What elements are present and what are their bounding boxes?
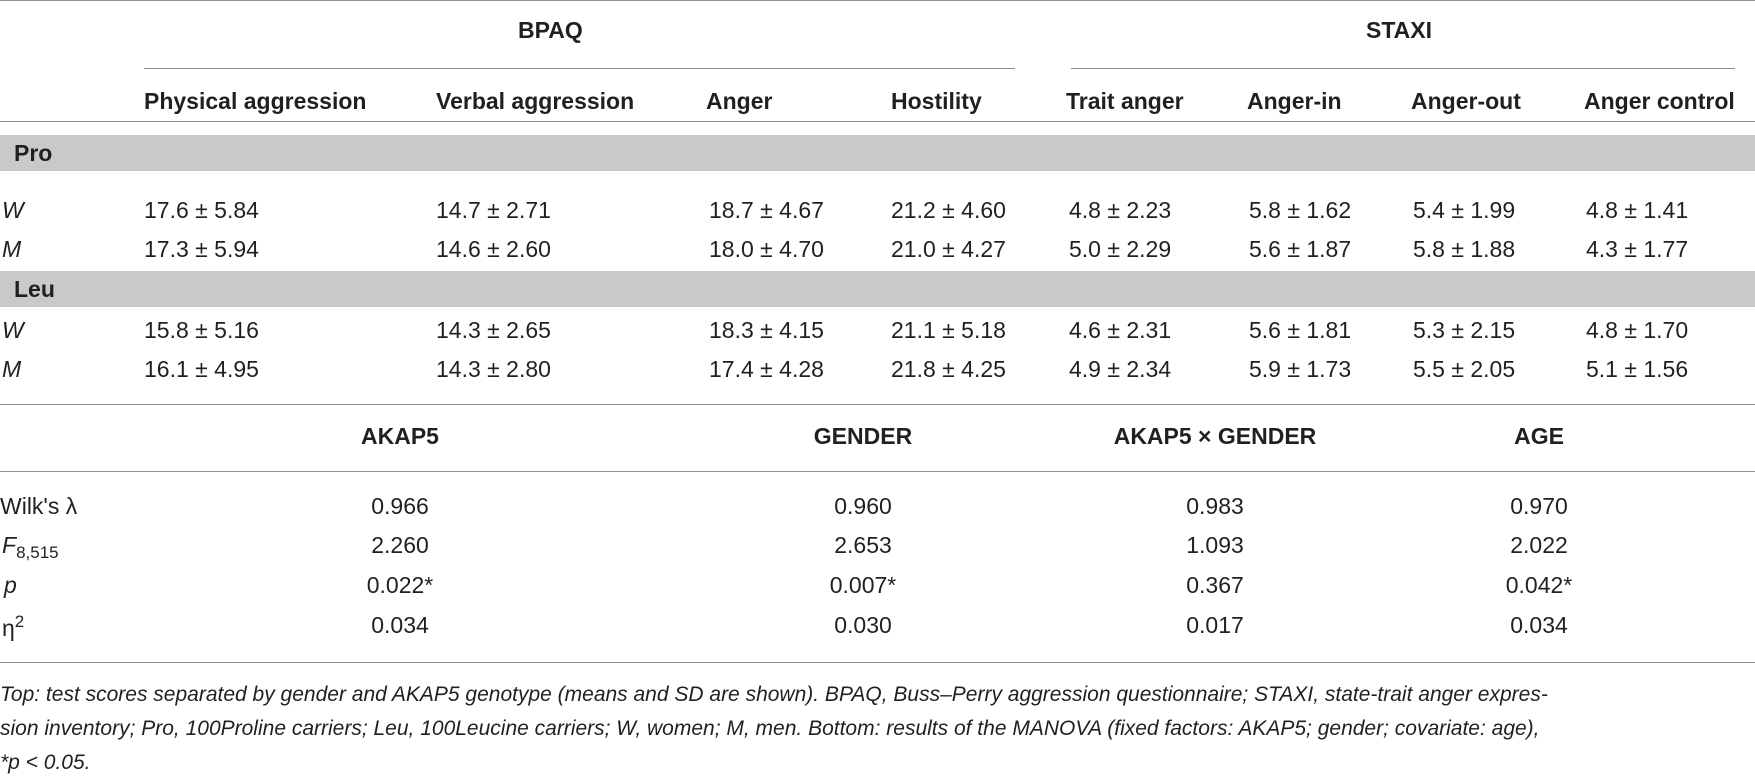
manova-cell: 0.034 [371,612,429,638]
table-top-rule [0,0,1755,1]
table-cell: 5.6 ± 1.87 [1249,236,1352,262]
manova-row-label-f: F8,515 [2,532,59,563]
col-header-anger: Anger [706,88,773,114]
table-caption: Top: test scores separated by gender and… [0,678,1755,780]
manova-cell: 0.966 [371,493,429,519]
row-label: M [2,236,22,262]
table-cell: 17.3 ± 5.94 [144,236,259,262]
col-header-verbal-aggression: Verbal aggression [436,88,635,114]
manova-cell: 0.960 [834,493,892,519]
col-header-anger-out: Anger-out [1411,88,1521,114]
manova-header-akap5: AKAP5 [361,423,439,449]
eta-symbol: η [2,615,15,641]
row-label: W [2,317,24,343]
table-cell: 21.0 ± 4.27 [891,236,1006,262]
manova-cell: 0.983 [1186,493,1244,519]
col-header-anger-in: Anger-in [1247,88,1342,114]
table-cell: 17.6 ± 5.84 [144,197,259,223]
col-header-anger-control: Anger control [1584,88,1735,114]
table-cell: 4.3 ± 1.77 [1586,236,1689,262]
table-bottom-rule [0,662,1755,663]
eta-exponent: 2 [14,612,25,631]
bpaq-group-rule [144,68,1015,69]
staxi-group-rule [1071,68,1735,69]
scores-bottom-rule [0,404,1755,405]
table-cell: 4.8 ± 1.41 [1586,197,1689,223]
manova-cell: 1.093 [1186,532,1244,558]
table-cell: 18.0 ± 4.70 [709,236,824,262]
manova-row-label-wilks: Wilk's λ [0,493,78,519]
table-cell: 5.4 ± 1.99 [1413,197,1516,223]
manova-row-label-eta: η2 [2,612,24,642]
table-cell: 14.3 ± 2.65 [436,317,551,343]
group-header-staxi: STAXI [1366,17,1433,43]
manova-cell: 0.367 [1186,572,1244,598]
f-symbol: F [2,532,17,558]
manova-header-akap5-x-gender: AKAP5 × GENDER [1113,423,1317,449]
table-cell: 16.1 ± 4.95 [144,356,259,382]
table-cell: 17.4 ± 4.28 [709,356,824,382]
table-cell: 14.3 ± 2.80 [436,356,551,382]
table-cell: 21.8 ± 4.25 [891,356,1006,382]
header-bottom-rule [0,121,1755,122]
caption-line-1: Top: test scores separated by gender and… [0,683,1548,706]
table-cell: 4.9 ± 2.34 [1069,356,1172,382]
caption-line-3: *p < 0.05. [0,751,91,774]
manova-cell: 0.030 [834,612,892,638]
section-band-leu: Leu [0,271,1755,307]
table-cell: 4.8 ± 1.70 [1586,317,1689,343]
manova-cell: 2.260 [371,532,429,558]
section-band-pro: Pro [0,135,1755,171]
f-degrees-of-freedom: 8,515 [16,543,59,562]
table-cell: 4.8 ± 2.23 [1069,197,1172,223]
table-cell: 18.3 ± 4.15 [709,317,824,343]
manova-cell: 0.017 [1186,612,1244,638]
row-label: W [2,197,24,223]
table-cell: 5.5 ± 2.05 [1413,356,1516,382]
manova-cell: 0.007* [829,572,897,598]
table-cell: 21.2 ± 4.60 [891,197,1006,223]
group-header-bpaq: BPAQ [518,17,583,43]
manova-cell: 2.653 [834,532,892,558]
table-cell: 5.0 ± 2.29 [1069,236,1172,262]
table-cell: 5.9 ± 1.73 [1249,356,1352,382]
table-cell: 21.1 ± 5.18 [891,317,1006,343]
table-cell: 18.7 ± 4.67 [709,197,824,223]
table-cell: 5.8 ± 1.88 [1413,236,1516,262]
table-cell: 14.7 ± 2.71 [436,197,551,223]
manova-cell: 0.042* [1505,572,1573,598]
table-cell: 14.6 ± 2.60 [436,236,551,262]
table-cell: 5.8 ± 1.62 [1249,197,1352,223]
manova-header-gender: GENDER [813,423,913,449]
col-header-hostility: Hostility [891,88,982,114]
caption-line-2: sion inventory; Pro, 100Proline carriers… [0,717,1540,740]
manova-cell: 2.022 [1510,532,1568,558]
row-label: M [2,356,22,382]
section-label-leu: Leu [14,276,55,302]
table-cell: 5.6 ± 1.81 [1249,317,1352,343]
section-label-pro: Pro [14,140,53,166]
table-cell: 5.1 ± 1.56 [1586,356,1689,382]
manova-header-age: AGE [1514,423,1564,449]
manova-row-label-p: p [4,572,17,598]
col-header-physical-aggression: Physical aggression [144,88,367,114]
manova-cell: 0.034 [1510,612,1568,638]
table-cell: 15.8 ± 5.16 [144,317,259,343]
table-cell: 5.3 ± 2.15 [1413,317,1516,343]
col-header-trait-anger: Trait anger [1066,88,1184,114]
manova-header-rule [0,471,1755,472]
manova-cell: 0.970 [1510,493,1568,519]
table-cell: 4.6 ± 2.31 [1069,317,1172,343]
manova-cell: 0.022* [366,572,434,598]
